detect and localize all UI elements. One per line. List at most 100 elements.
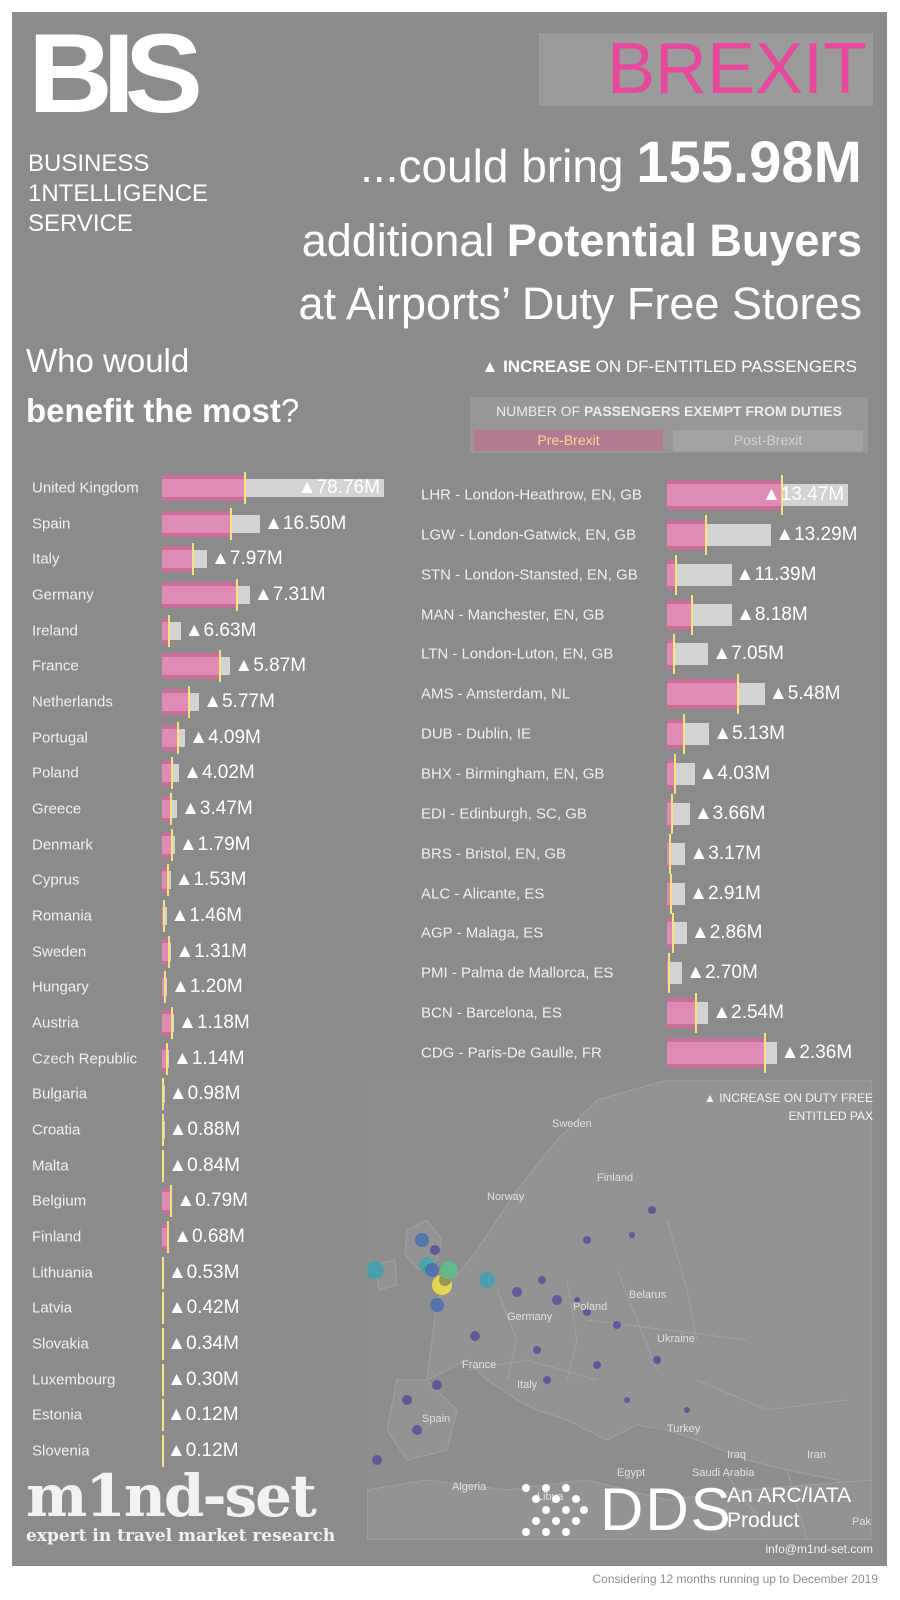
increase-value: ▲0.30M bbox=[167, 1368, 239, 1390]
category-label: BCN - Barcelona, ES bbox=[421, 1004, 562, 1022]
map-label: Norway bbox=[487, 1191, 525, 1203]
pre-brexit-marker bbox=[167, 864, 169, 897]
pre-brexit-bar bbox=[162, 657, 221, 676]
arc-iata-line-2: Product bbox=[727, 1509, 800, 1532]
question-line-1: Who would bbox=[26, 342, 190, 379]
pre-brexit-bar bbox=[667, 683, 739, 706]
mindset-logo: m1nd-set bbox=[26, 1462, 317, 1530]
bis-logo: BIS bbox=[28, 12, 203, 136]
increase-value: ▲3.66M bbox=[693, 802, 766, 824]
category-label: Sweden bbox=[32, 943, 87, 961]
pre-brexit-marker bbox=[168, 614, 171, 647]
pre-brexit-marker bbox=[161, 1149, 164, 1182]
pre-brexit-bar bbox=[162, 978, 165, 997]
pre-brexit-bar bbox=[162, 692, 189, 711]
map-legend: ▲ INCREASE ON DUTY FREE ENTITLED PAX bbox=[704, 1089, 873, 1125]
category-label: ALC - Alicante, ES bbox=[421, 885, 545, 902]
category-label: Italy bbox=[32, 550, 60, 568]
headline-line-1: ...could bring 155.98M bbox=[360, 130, 862, 197]
airport-dot bbox=[629, 1232, 635, 1238]
increase-value: ▲0.68M bbox=[173, 1225, 245, 1247]
increase-value: ▲2.91M bbox=[689, 882, 761, 904]
increase-value: ▲2.54M bbox=[712, 1002, 784, 1024]
increase-value: ▲5.48M bbox=[768, 683, 841, 705]
pre-brexit-bar bbox=[667, 643, 674, 666]
category-label: LHR - London-Heathrow, EN, GB bbox=[421, 486, 642, 504]
pre-brexit-marker bbox=[165, 1042, 168, 1075]
increase-value: ▲5.87M bbox=[234, 655, 307, 677]
post-brexit-bar bbox=[667, 643, 709, 666]
map-label: Ukraine bbox=[657, 1333, 695, 1345]
category-label: Czech Republic bbox=[32, 1050, 138, 1068]
pre-brexit-marker bbox=[236, 578, 238, 611]
category-label: Germany bbox=[32, 586, 94, 604]
increase-value: ▲4.03M bbox=[698, 762, 771, 784]
airport-dot bbox=[430, 1245, 440, 1255]
map-label: Iran bbox=[807, 1449, 826, 1461]
pre-brexit-bar bbox=[667, 1002, 696, 1025]
legend-title-bold: PASSENGERS EXEMPT FROM DUTIES bbox=[583, 403, 842, 419]
pre-brexit-marker bbox=[170, 792, 172, 825]
increase-value: ▲1.79M bbox=[178, 833, 251, 855]
headline-text: ...could bring bbox=[360, 140, 637, 192]
airport-dot bbox=[512, 1287, 522, 1297]
pre-brexit-bar bbox=[162, 1192, 171, 1211]
pre-brexit-marker bbox=[162, 1078, 165, 1111]
category-label: Ireland bbox=[32, 622, 78, 640]
pre-brexit-marker bbox=[667, 953, 670, 994]
pre-brexit-bar bbox=[162, 871, 168, 890]
pre-brexit-marker bbox=[161, 1434, 164, 1467]
map-label: Saudi Arabia bbox=[692, 1467, 755, 1479]
legend-post-brexit[interactable]: Post-Brexit bbox=[673, 430, 863, 451]
pre-brexit-marker bbox=[243, 472, 246, 504]
legend-title: NUMBER OF PASSENGERS EXEMPT FROM DUTIES bbox=[470, 403, 868, 419]
increase-value: ▲11.39M bbox=[735, 563, 817, 585]
pre-brexit-bar bbox=[667, 723, 685, 746]
pre-brexit-bar bbox=[162, 1049, 167, 1068]
category-label: Malta bbox=[32, 1157, 69, 1175]
airport-dot bbox=[367, 1261, 384, 1279]
pre-brexit-bar bbox=[667, 563, 676, 586]
category-label: STN - London-Stansted, EN, GB bbox=[421, 566, 638, 584]
airport-dot bbox=[583, 1236, 591, 1244]
headline-text: additional bbox=[301, 215, 507, 266]
brexit-banner: BREXIT bbox=[539, 31, 873, 107]
map-land bbox=[367, 1080, 872, 1540]
category-label: BRS - Bristol, EN, GB bbox=[421, 845, 567, 863]
category-label: Bulgaria bbox=[32, 1085, 88, 1103]
pre-brexit-bar bbox=[162, 514, 231, 533]
map-label: Sweden bbox=[552, 1118, 592, 1130]
increase-value: ▲0.42M bbox=[167, 1297, 240, 1319]
pre-brexit-marker bbox=[683, 714, 686, 755]
increase-rest: ON DF-ENTITLED PASSENGERS bbox=[590, 357, 857, 376]
pre-brexit-bar bbox=[162, 479, 245, 497]
increase-value: ▲5.13M bbox=[713, 723, 785, 745]
europe-map[interactable]: Sweden Finland Norway Belarus Poland Germany U… bbox=[367, 1080, 872, 1540]
increase-value: ▲13.47M bbox=[761, 484, 845, 505]
increase-value: ▲1.18M bbox=[178, 1011, 250, 1033]
pre-brexit-bar bbox=[162, 942, 170, 961]
increase-value: ▲0.34M bbox=[167, 1332, 239, 1354]
arc-iata-line-1: An ARC/IATA bbox=[727, 1484, 852, 1507]
pre-brexit-marker bbox=[674, 554, 677, 595]
legend-pre-brexit[interactable]: Pre-Brexit bbox=[474, 430, 663, 451]
airport-dot bbox=[543, 1376, 551, 1384]
pre-brexit-marker bbox=[162, 1292, 165, 1325]
airport-dot bbox=[412, 1425, 422, 1435]
pre-brexit-bar bbox=[667, 882, 671, 905]
pre-brexit-bar bbox=[162, 728, 179, 747]
pre-brexit-marker bbox=[670, 793, 673, 834]
increase-value: ▲0.84M bbox=[168, 1154, 240, 1176]
increase-value: ▲7.97M bbox=[211, 548, 283, 570]
contact-email[interactable]: info@m1nd-set.com bbox=[765, 1542, 873, 1556]
pre-brexit-marker bbox=[737, 674, 740, 715]
category-label: Latvia bbox=[32, 1299, 73, 1317]
headline-line-3: at Airports’ Duty Free Stores bbox=[298, 278, 862, 329]
period-footnote: Considering 12 months running up to Dece… bbox=[592, 1572, 878, 1586]
category-label: Slovakia bbox=[32, 1335, 89, 1353]
category-label: Austria bbox=[32, 1014, 79, 1032]
airport-dot bbox=[470, 1331, 480, 1341]
airport-dot bbox=[648, 1206, 656, 1214]
pre-brexit-bar bbox=[667, 1041, 765, 1064]
airport-dot bbox=[415, 1233, 429, 1247]
